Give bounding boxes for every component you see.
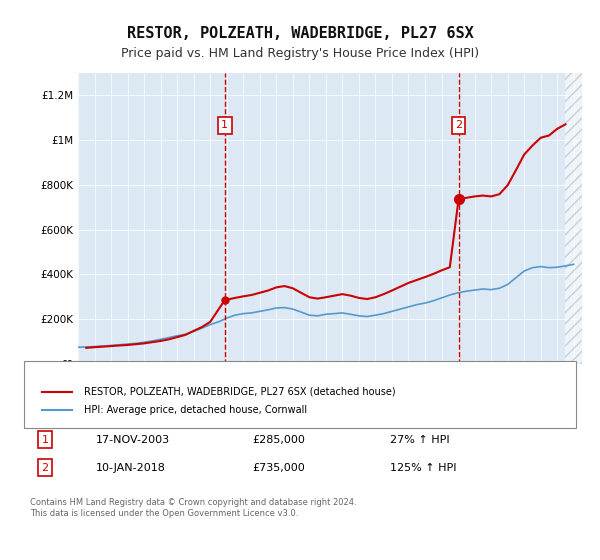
Text: £285,000: £285,000 [252,435,305,445]
Text: Price paid vs. HM Land Registry's House Price Index (HPI): Price paid vs. HM Land Registry's House … [121,46,479,60]
Text: HPI: Average price, detached house, Cornwall: HPI: Average price, detached house, Corn… [84,405,307,416]
Text: Contains HM Land Registry data © Crown copyright and database right 2024.
This d: Contains HM Land Registry data © Crown c… [30,498,356,518]
Text: 27% ↑ HPI: 27% ↑ HPI [390,435,449,445]
Text: 17-NOV-2003: 17-NOV-2003 [96,435,170,445]
Text: 125% ↑ HPI: 125% ↑ HPI [390,463,457,473]
Text: £735,000: £735,000 [252,463,305,473]
Text: 2: 2 [455,120,462,130]
Text: RESTOR, POLZEATH, WADEBRIDGE, PL27 6SX: RESTOR, POLZEATH, WADEBRIDGE, PL27 6SX [127,26,473,41]
Text: 1: 1 [221,120,228,130]
Text: 10-JAN-2018: 10-JAN-2018 [96,463,166,473]
Text: RESTOR, POLZEATH, WADEBRIDGE, PL27 6SX (detached house): RESTOR, POLZEATH, WADEBRIDGE, PL27 6SX (… [84,387,395,397]
Text: 2: 2 [41,463,49,473]
Text: 1: 1 [41,435,49,445]
